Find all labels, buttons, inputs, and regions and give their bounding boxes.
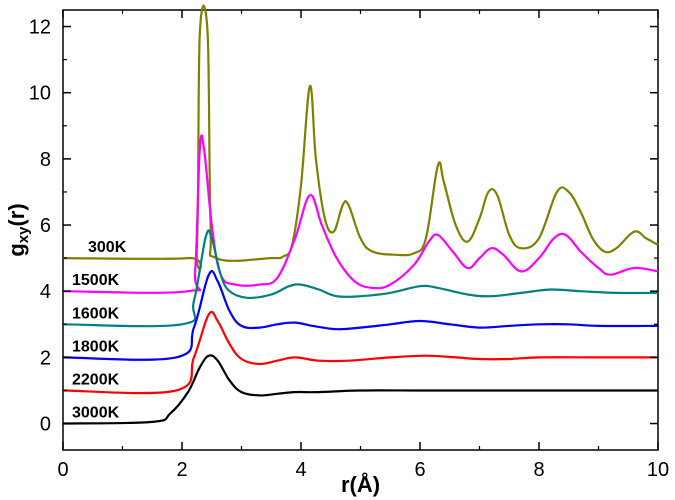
x-tick-label: 4 — [295, 459, 306, 481]
y-axis-label: gxy(r) — [4, 203, 32, 256]
y-tick-label: 4 — [40, 281, 51, 303]
series-line-2200K — [62, 310, 658, 395]
y-tick-label: 12 — [29, 17, 51, 39]
series-labels: 300K 1500K 1600K 1800K 2200K 3000K — [72, 239, 127, 421]
series-line-300K — [62, 4, 659, 270]
series-line-1600K — [62, 229, 659, 328]
x-tick-label: 2 — [176, 459, 187, 481]
x-tick-label: 8 — [533, 459, 544, 481]
series-label-1800K: 1800K — [72, 338, 120, 355]
x-tick-label: 0 — [57, 459, 68, 481]
series-lines — [62, 4, 659, 425]
series-line-1500K — [62, 134, 659, 294]
y-tick-label: 0 — [40, 414, 51, 436]
series-label-2200K: 2200K — [72, 371, 120, 388]
x-tick-label: 6 — [414, 459, 425, 481]
series-line-3000K — [62, 354, 658, 425]
x-axis-label: r(Å) — [341, 471, 380, 497]
y-axis-label-sub: xy — [15, 226, 32, 243]
y-tick-label: 10 — [29, 83, 51, 105]
series-line-1800K — [62, 270, 659, 361]
y-tick-label: 2 — [40, 347, 51, 369]
series-label-300K: 300K — [88, 239, 127, 256]
y-tick-label: 8 — [40, 149, 51, 171]
tick-labels: 0 2 4 6 8 10 0 2 4 6 8 10 12 — [29, 17, 669, 481]
y-axis-label-main: g — [4, 243, 29, 256]
series-label-1500K: 1500K — [72, 272, 120, 289]
axis-ticks — [62, 10, 659, 450]
series-label-1600K: 1600K — [72, 305, 120, 322]
y-tick-label: 6 — [40, 215, 51, 237]
series-label-3000K: 3000K — [72, 405, 120, 422]
y-axis-label-tail: (r) — [4, 203, 29, 226]
x-tick-label: 10 — [647, 459, 669, 481]
plot-frame — [62, 9, 659, 451]
